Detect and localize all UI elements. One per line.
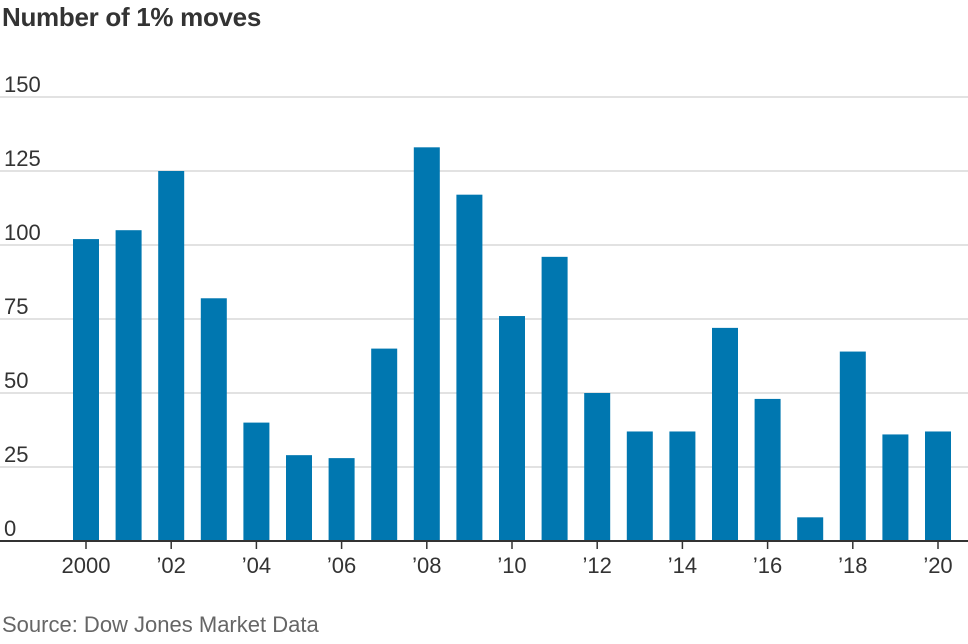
bar-2000 xyxy=(73,239,99,541)
bar-2007 xyxy=(371,348,398,541)
bar-2001 xyxy=(115,230,142,541)
bar-2013 xyxy=(626,431,653,541)
x-tick-label: ’20 xyxy=(923,553,952,578)
x-tick-label: ’04 xyxy=(242,553,271,578)
y-tick-label: 150 xyxy=(4,72,41,97)
bars xyxy=(73,147,951,541)
x-tick-label: ’14 xyxy=(668,553,697,578)
bar-2017 xyxy=(797,517,824,541)
gridlines xyxy=(0,96,968,468)
y-tick-label: 50 xyxy=(4,368,28,393)
y-tick-label: 100 xyxy=(4,220,41,245)
y-axis-tick-labels: 0 25 50 75 100 125 150 xyxy=(4,72,41,541)
bar-2004 xyxy=(243,422,270,541)
x-tick-label: ’12 xyxy=(583,553,612,578)
bar-2020 xyxy=(925,431,951,541)
bar-2019 xyxy=(882,434,909,541)
bar-2015 xyxy=(712,327,738,541)
bar-2002 xyxy=(158,171,185,541)
x-axis-tick-labels: 2000 ’02 ’04 ’06 ’08 ’10 ’12 ’14 ’16 ’18 ’20 xyxy=(62,541,953,578)
x-tick-label: ’10 xyxy=(497,553,526,578)
x-tick-label: ’02 xyxy=(157,553,186,578)
bar-2005 xyxy=(286,455,312,541)
x-tick-label: 2000 xyxy=(62,553,111,578)
y-tick-label: 125 xyxy=(4,146,41,171)
bar-2018 xyxy=(839,351,866,541)
bar-2009 xyxy=(456,194,483,541)
x-tick-label: ’16 xyxy=(753,553,782,578)
y-tick-label: 0 xyxy=(4,516,16,541)
bar-2016 xyxy=(754,398,781,541)
bar-2011 xyxy=(541,256,568,541)
bar-2006 xyxy=(328,458,355,541)
x-tick-label: ’18 xyxy=(838,553,867,578)
bar-2012 xyxy=(584,393,611,541)
x-tick-label: ’08 xyxy=(412,553,441,578)
bar-2010 xyxy=(499,316,525,541)
bar-2014 xyxy=(669,431,696,541)
source-note: Source: Dow Jones Market Data xyxy=(2,612,319,637)
x-tick-label: ’06 xyxy=(327,553,356,578)
bar-2008 xyxy=(413,147,440,541)
y-tick-label: 25 xyxy=(4,442,28,467)
y-tick-label: 75 xyxy=(4,294,28,319)
chart-title: Number of 1% moves xyxy=(2,2,262,32)
bar-2003 xyxy=(200,298,227,541)
